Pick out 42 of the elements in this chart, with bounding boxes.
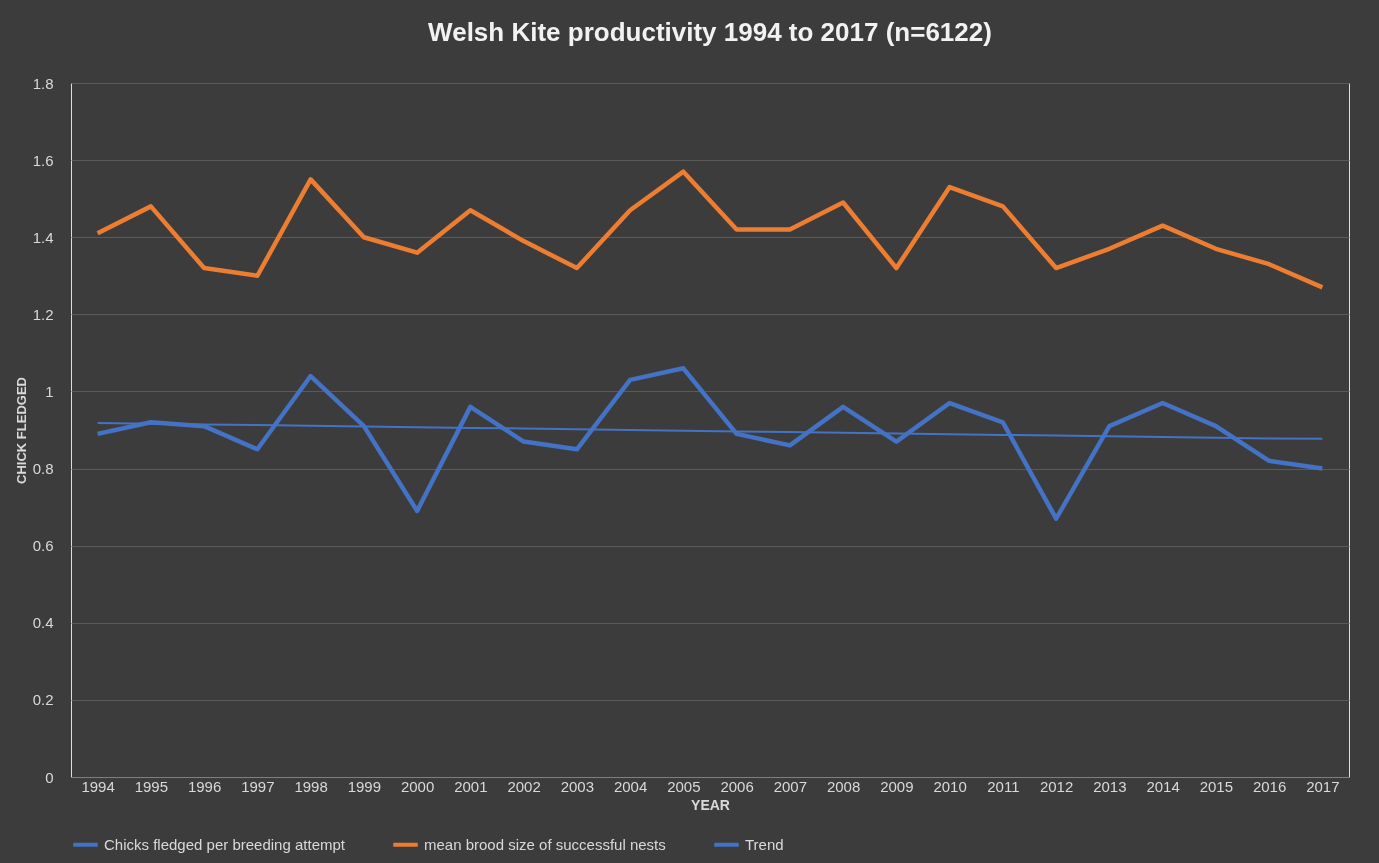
line-series <box>95 169 1325 290</box>
x-tick-label: 2000 <box>400 777 435 795</box>
x-tick-label: 2008 <box>826 777 861 795</box>
x-tick-label: 2011 <box>987 777 1020 795</box>
x-tick-label: 2010 <box>933 777 967 795</box>
legend-label: Chicks fledged per breeding attempt <box>104 835 346 853</box>
legend-label: mean brood size of successful nests <box>424 835 666 853</box>
x-tick-label: 2015 <box>1199 777 1234 795</box>
x-tick-label: 1999 <box>347 777 382 795</box>
x-tick-label: 1996 <box>187 777 222 795</box>
y-tick-label: 0.4 <box>32 614 54 632</box>
x-tick-label: 2005 <box>667 777 701 795</box>
x-tick-label: 2013 <box>1093 777 1127 795</box>
x-tick-label: 2006 <box>720 777 754 795</box>
x-tick-label: 2017 <box>1306 777 1340 795</box>
x-tick-label: 2002 <box>507 777 541 795</box>
y-tick-label: 1.2 <box>32 305 54 323</box>
x-tick-label: 2003 <box>560 777 595 795</box>
x-tick-label: 1997 <box>241 777 275 795</box>
y-tick-label: 0.8 <box>32 460 54 478</box>
y-tick-label: 1.4 <box>32 228 54 246</box>
x-tick-label: 2001 <box>454 777 488 795</box>
y-tick-label: 1 <box>45 382 54 400</box>
x-tick-label: 2007 <box>773 777 808 795</box>
x-tick-label: 1994 <box>81 777 115 795</box>
y-tick-label: 1.6 <box>32 151 54 169</box>
legend-label: Trend <box>745 835 784 853</box>
x-tick-label: 2014 <box>1146 777 1180 795</box>
y-tick-label: 0 <box>45 768 54 786</box>
chart-title: Welsh Kite productivity 1994 to 2017 (n=6122) <box>428 17 992 47</box>
line-series <box>95 366 1325 521</box>
x-tick-label: 1995 <box>134 777 169 795</box>
y-tick-label: 0.2 <box>32 691 54 709</box>
x-tick-label: 2012 <box>1039 777 1074 795</box>
x-tick-label: 1998 <box>294 777 328 795</box>
x-tick-label: 2009 <box>880 777 914 795</box>
x-tick-label: 2016 <box>1252 777 1287 795</box>
y-tick-label: 1.8 <box>32 74 54 92</box>
y-axis-title: CHICK FLEDGED <box>13 377 29 484</box>
y-tick-label: 0.6 <box>32 537 54 555</box>
x-tick-label: 2004 <box>613 777 648 795</box>
x-axis-title: YEAR <box>691 796 730 813</box>
